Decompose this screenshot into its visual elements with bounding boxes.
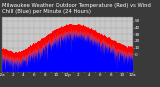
Text: Milwaukee Weather Outdoor Temperature (Red) vs Wind Chill (Blue) per Minute (24 : Milwaukee Weather Outdoor Temperature (R… xyxy=(2,3,150,14)
